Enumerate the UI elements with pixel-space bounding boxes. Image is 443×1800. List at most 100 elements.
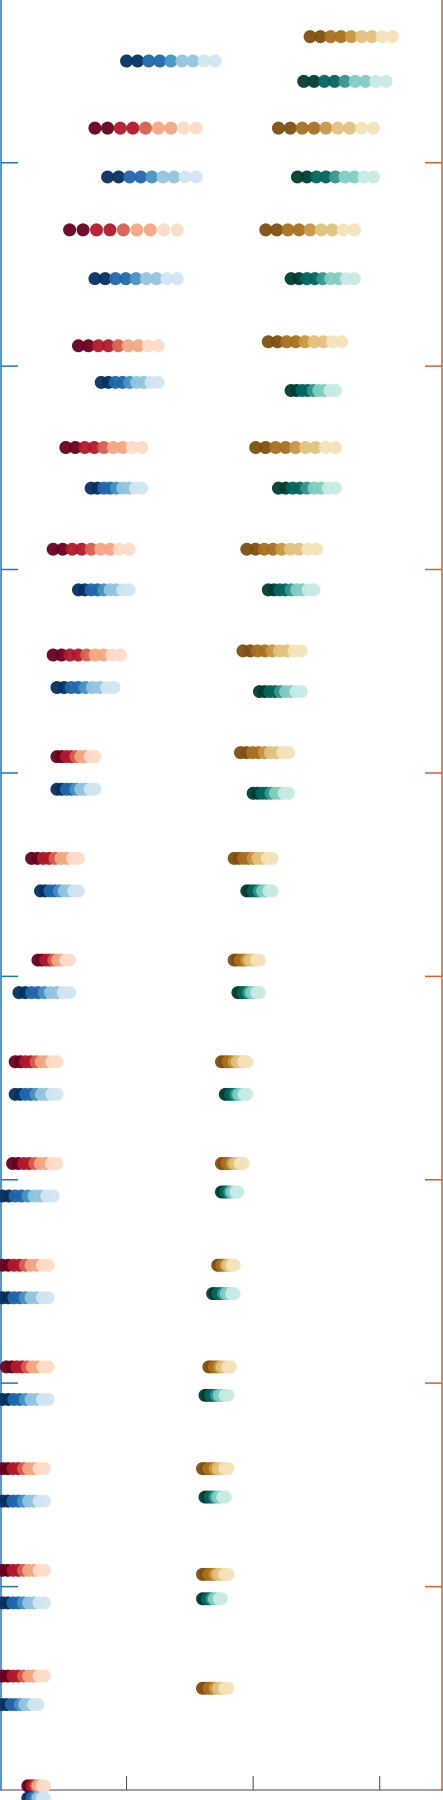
gold-marker	[261, 335, 275, 349]
blue-marker	[88, 782, 102, 796]
gold-marker	[347, 223, 361, 237]
blue-marker	[71, 884, 85, 898]
gold-marker	[283, 121, 297, 135]
red-marker	[177, 121, 191, 135]
blue-marker	[31, 1698, 45, 1712]
gold-marker	[309, 542, 323, 556]
blue-marker	[150, 272, 164, 286]
blue-marker	[112, 170, 126, 184]
gold-marker	[223, 1360, 237, 1374]
red-marker	[121, 339, 135, 353]
gold-marker	[307, 121, 321, 135]
red-marker	[50, 1157, 64, 1170]
red-marker	[88, 121, 102, 135]
gold-marker	[308, 441, 322, 454]
red-marker	[116, 223, 130, 237]
teal-marker	[348, 74, 362, 88]
gold-marker	[294, 644, 308, 658]
blue-marker	[151, 375, 165, 389]
red-marker	[68, 441, 82, 454]
teal-marker	[294, 685, 308, 699]
red-marker	[59, 441, 73, 454]
blue-marker	[108, 272, 122, 286]
blue-marker	[175, 54, 189, 68]
teal-marker	[347, 272, 361, 286]
blue-marker	[197, 54, 211, 68]
red-marker	[143, 223, 157, 237]
gold-marker	[280, 335, 294, 349]
red-marker	[37, 1669, 51, 1683]
gold-marker	[334, 30, 348, 44]
gold-marker	[295, 121, 309, 135]
blue-marker	[129, 272, 143, 286]
teal-marker	[290, 170, 304, 184]
red-marker	[41, 1360, 55, 1374]
red-marker	[113, 648, 127, 662]
blue-marker	[134, 170, 148, 184]
gold-marker	[343, 121, 357, 135]
red-marker	[139, 121, 153, 135]
teal-marker	[379, 74, 393, 88]
red-marker	[65, 542, 79, 556]
gold-marker	[221, 1681, 235, 1695]
gold-marker	[289, 441, 303, 454]
gold-marker	[299, 441, 313, 454]
teal-marker	[307, 583, 321, 597]
blue-marker	[160, 272, 174, 286]
teal-marker	[358, 74, 372, 88]
gold-marker	[236, 1157, 250, 1170]
red-marker	[164, 121, 178, 135]
teal-marker	[328, 74, 342, 88]
red-marker	[103, 542, 117, 556]
red-marker	[122, 542, 136, 556]
red-marker	[151, 339, 165, 353]
gold-marker	[324, 30, 338, 44]
red-marker	[170, 223, 184, 237]
red-marker	[37, 1462, 51, 1476]
gold-marker	[314, 223, 328, 237]
blue-marker	[139, 272, 153, 286]
gold-marker	[269, 441, 283, 454]
red-marker	[71, 851, 85, 865]
teal-marker	[297, 74, 311, 88]
blue-marker	[37, 1791, 51, 1800]
red-marker	[71, 339, 85, 353]
gold-marker	[318, 441, 332, 454]
red-marker	[63, 953, 77, 967]
blue-marker	[189, 170, 203, 184]
blue-marker	[123, 170, 137, 184]
teal-marker	[215, 1592, 228, 1606]
gold-marker	[303, 223, 317, 237]
gold-marker	[335, 335, 349, 349]
blue-marker	[170, 272, 184, 286]
blue-marker	[208, 54, 222, 68]
gold-marker	[316, 335, 330, 349]
red-marker	[151, 121, 165, 135]
red-marker	[81, 339, 95, 353]
teal-marker	[240, 1087, 254, 1101]
gold-marker	[221, 1567, 235, 1581]
gold-marker	[270, 223, 284, 237]
gold-marker	[249, 441, 263, 454]
blue-marker	[119, 272, 133, 286]
gold-marker	[289, 335, 303, 349]
blue-marker	[167, 170, 181, 184]
red-marker	[116, 441, 130, 454]
gold-marker	[292, 223, 306, 237]
gold-marker	[385, 30, 399, 44]
red-marker	[76, 223, 90, 237]
gold-marker	[365, 30, 379, 44]
teal-marker	[252, 986, 266, 1000]
gold-marker	[375, 30, 389, 44]
teal-marker	[307, 74, 321, 88]
blue-marker	[135, 481, 149, 495]
teal-marker	[328, 384, 342, 398]
teal-marker	[366, 170, 380, 184]
red-marker	[46, 542, 60, 556]
gold-marker	[227, 1258, 241, 1272]
gold-marker	[319, 121, 333, 135]
teal-marker	[328, 170, 342, 184]
red-marker	[157, 223, 171, 237]
teal-marker	[300, 170, 314, 184]
red-marker	[101, 121, 115, 135]
